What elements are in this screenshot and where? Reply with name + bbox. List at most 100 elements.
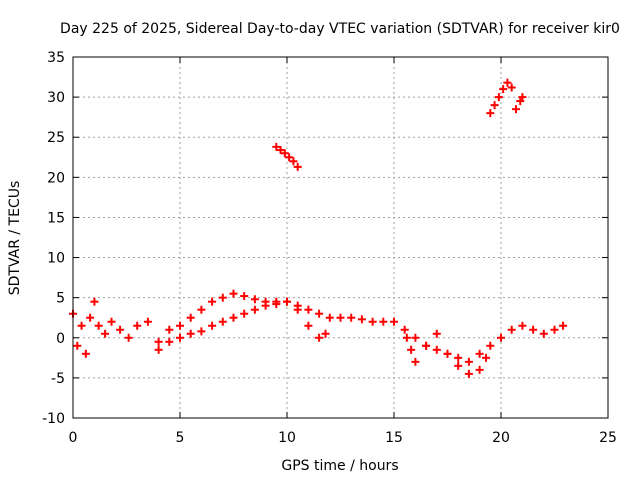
y-tick-label: 5 [56,291,65,307]
data-point [507,325,516,334]
series-outlier-arc-2 [486,78,527,118]
data-point [411,357,420,366]
x-tick-label: 25 [599,430,617,446]
data-point [73,341,82,350]
data-point [143,317,152,326]
data-point [272,300,281,309]
data-point [218,317,227,326]
data-point [490,101,499,110]
data-point [321,329,330,338]
data-point [336,313,345,322]
data-point [77,321,86,330]
data-point [550,325,559,334]
data-point [390,317,398,326]
y-tick-label: 20 [47,170,65,186]
series-dip-branch [402,329,491,378]
data-point [486,109,495,118]
data-point [101,329,110,338]
data-point [186,329,195,338]
data-point [293,162,302,171]
data-point [116,325,125,334]
data-point [443,349,452,358]
data-point [276,146,285,155]
data-point [285,153,294,162]
data-point [379,317,388,326]
data-point [133,321,142,330]
data-point [518,321,527,330]
y-axis-label: SDTVAR / TECUs [7,181,23,296]
data-point [86,313,95,322]
y-tick-label: -5 [51,371,65,387]
data-point [197,305,206,314]
data-point [208,321,217,330]
y-tick-label: 30 [47,90,65,106]
y-tick-label: 0 [56,331,65,347]
data-point [186,313,195,322]
y-tick-label: 35 [47,50,65,66]
series-outlier-arc-1 [272,142,302,171]
data-point [454,361,463,370]
data-point [176,321,184,330]
data-point [422,341,431,350]
data-point [400,325,409,334]
data-point [240,309,249,318]
data-point [289,157,298,166]
data-point [107,317,116,326]
data-point [432,329,441,338]
x-tick-label: 0 [69,430,78,446]
data-point [197,327,206,336]
data-point [475,349,484,358]
data-point [283,297,291,306]
data-point [81,349,90,358]
series-low-branch [154,297,330,354]
y-tick-label: 10 [47,251,65,267]
data-point [315,333,324,342]
data-points [69,78,568,378]
data-point [432,345,441,354]
chart-title: Day 225 of 2025, Sidereal Day-to-day VTE… [60,21,620,37]
data-point [407,345,416,354]
data-point [90,297,99,306]
data-point [315,309,324,318]
data-point [240,292,249,301]
data-point [124,333,133,342]
data-point [454,353,463,362]
data-point [518,93,527,102]
data-point [411,333,420,342]
data-point [304,305,313,314]
data-point [280,149,289,158]
x-tick-label: 15 [385,430,403,446]
data-point [304,321,313,330]
data-point [325,313,334,322]
plot-frame [72,56,609,419]
y-tick-label: 15 [47,210,65,226]
data-point [494,93,503,102]
data-point [464,357,473,366]
data-point [511,105,520,114]
x-axis-label: GPS time / hours [281,458,398,474]
data-point [250,305,259,314]
y-tick-label: 25 [47,130,65,146]
data-point [368,317,377,326]
axis-ticks: 0 5 10 15 20 25 -10 -5 0 5 10 15 20 25 30 35 [42,50,617,446]
data-point [559,321,568,330]
data-point [486,341,495,350]
data-point [94,321,103,330]
data-point [539,329,548,338]
data-point [176,333,184,342]
x-tick-label: 20 [492,430,510,446]
data-point [293,305,302,314]
data-point [165,325,174,334]
data-point [402,333,411,342]
data-point [229,313,238,322]
y-tick-label: -10 [42,411,65,427]
data-point [347,313,356,322]
data-point [507,83,516,92]
data-point [250,295,259,304]
data-point [218,293,227,302]
grid-lines [73,57,608,418]
x-tick-label: 10 [278,430,296,446]
data-point [357,315,366,324]
data-point [261,301,270,310]
